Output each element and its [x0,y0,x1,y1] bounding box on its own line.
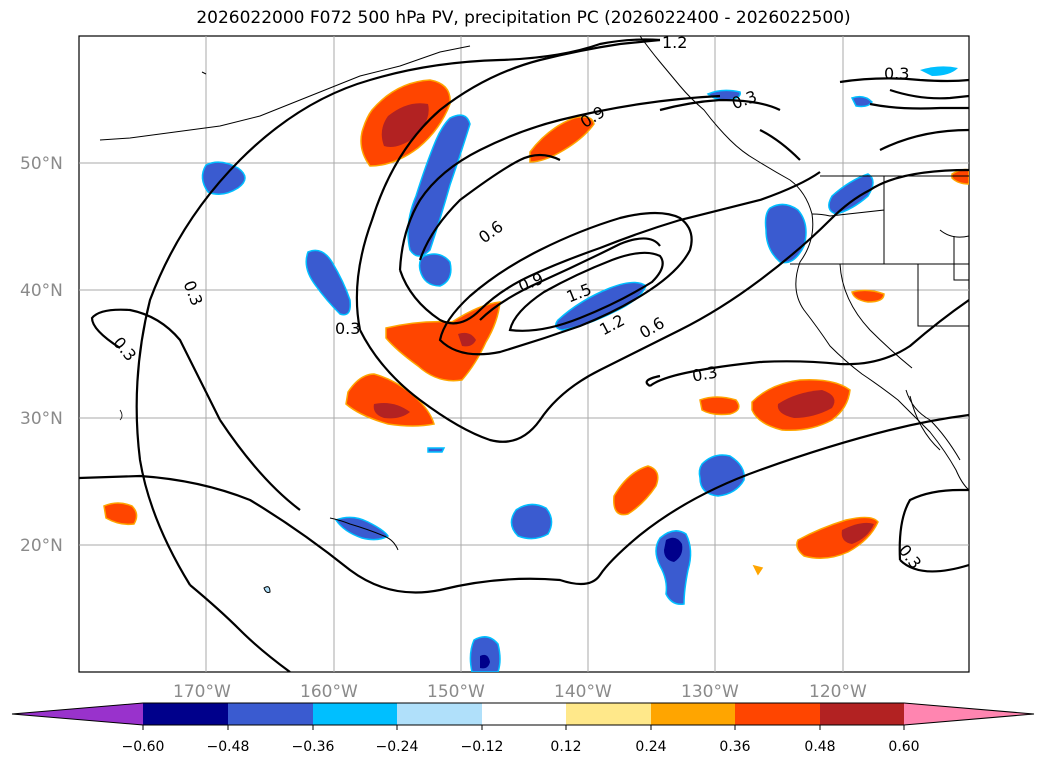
lon-label: 130°W [681,682,739,702]
lat-label: 20°N [20,536,63,556]
lon-labels: 170°W 160°W 150°W 140°W 130°W 120°W [173,682,867,702]
lon-label: 120°W [809,682,867,702]
colorbar-segment [228,703,313,725]
colorbar: −0.60 −0.48 −0.36 −0.24 −0.12 0.12 0.24 … [11,702,1035,755]
colorbar-tick-label: 0.24 [635,739,666,755]
colorbar-segment [566,703,651,725]
colorbar-segment [735,703,820,725]
contour-label: 0.3 [335,319,360,338]
colorbar-tick-label: 0.36 [719,739,750,755]
colorbar-tick-label: −0.48 [207,739,250,755]
colorbar-tick-label: 0.60 [888,739,919,755]
lat-label: 40°N [20,281,63,301]
lon-label: 160°W [300,682,358,702]
colorbar-tick-label: −0.36 [292,739,335,755]
colorbar-tick-label: −0.12 [461,739,504,755]
colorbar-segment [313,703,397,725]
contour-label: 0.3 [884,64,909,83]
colorbar-extend-low [12,703,143,725]
lon-label: 170°W [173,682,231,702]
colorbar-extend-high [904,703,1034,725]
lon-label: 140°W [554,682,612,702]
coastlines [99,36,969,593]
colorbar-segment [820,703,904,725]
colorbar-segment [397,703,482,725]
colorbar-tick-label: 0.12 [550,739,581,755]
colorbar-segment [651,703,735,725]
colorbar-segment [482,703,566,725]
lat-label: 30°N [20,409,63,429]
colorbar-tick-label: −0.24 [376,739,419,755]
lat-label: 50°N [20,154,63,174]
contour-label: 0.3 [691,362,719,385]
lon-label: 150°W [427,682,485,702]
colorbar-tick-label: −0.60 [122,739,165,755]
contour-label: 1.2 [662,33,687,52]
colorbar-segment [143,703,228,725]
map-frame [78,35,970,673]
lat-labels: 50°N 40°N 30°N 20°N [20,154,63,556]
colorbar-tick-label: 0.48 [804,739,835,755]
map-title: 2026022000 F072 500 hPa PV, precipitatio… [196,8,851,28]
pv-contours [79,38,969,672]
